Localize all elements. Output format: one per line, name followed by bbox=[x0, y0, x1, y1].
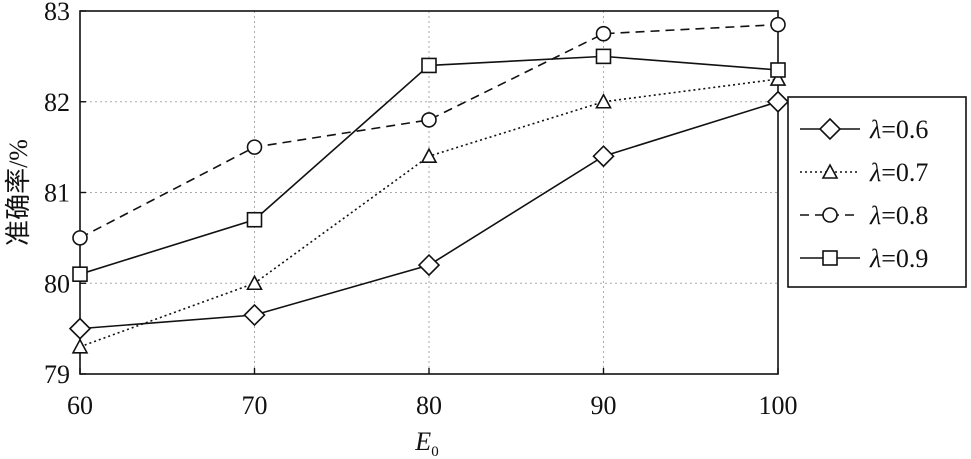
x-tick-label: 70 bbox=[242, 391, 268, 420]
y-tick-label: 79 bbox=[44, 360, 70, 389]
x-tick-label: 60 bbox=[67, 391, 93, 420]
data-point-diamond bbox=[243, 303, 266, 327]
y-tick-label: 81 bbox=[44, 179, 70, 208]
data-point-triangle bbox=[420, 147, 438, 163]
series-diamond bbox=[68, 90, 790, 340]
x-axis-ticks: 60 70 80 90 100 bbox=[67, 368, 798, 420]
y-axis-ticks: 79 80 81 82 83 bbox=[44, 0, 86, 389]
legend-value: =0.8 bbox=[881, 201, 928, 230]
y-tick-label: 82 bbox=[44, 88, 70, 117]
data-point-diamond bbox=[766, 90, 790, 113]
data-point-circle bbox=[595, 25, 612, 42]
legend-label: λ=0.6 bbox=[869, 115, 928, 144]
data-point-square bbox=[421, 57, 437, 74]
data-point-square bbox=[595, 48, 612, 65]
x-tick-label: 100 bbox=[759, 391, 798, 420]
x-axis-label-main: E bbox=[414, 427, 431, 456]
data-point-triangle bbox=[246, 274, 263, 291]
legend-value: =0.7 bbox=[881, 158, 928, 187]
data-point-diamond bbox=[417, 253, 441, 277]
legend-label: λ=0.8 bbox=[869, 201, 928, 230]
data-point-circle bbox=[770, 16, 786, 33]
data-point-square bbox=[246, 211, 263, 228]
series-line bbox=[79, 100, 779, 330]
legend-symbol: λ bbox=[869, 201, 881, 230]
y-axis-label: 准确率/% bbox=[4, 139, 33, 246]
legend: λ=0.6λ=0.7λ=0.8λ=0.9 bbox=[787, 96, 967, 288]
legend-marker-diamond bbox=[818, 117, 842, 141]
data-point-triangle bbox=[595, 93, 612, 109]
legend-symbol: λ bbox=[869, 115, 881, 144]
legend-symbol: λ bbox=[869, 158, 881, 187]
data-point-triangle bbox=[71, 338, 89, 354]
data-point-square bbox=[72, 266, 88, 282]
legend-items: λ=0.6λ=0.7λ=0.8λ=0.9 bbox=[800, 115, 928, 273]
legend-item: λ=0.6 bbox=[800, 115, 928, 144]
y-tick-label: 80 bbox=[44, 269, 70, 298]
data-point-circle bbox=[421, 112, 437, 128]
legend-label: λ=0.9 bbox=[869, 244, 928, 273]
legend-value: =0.9 bbox=[881, 244, 928, 273]
legend-marker-circle bbox=[822, 207, 838, 223]
x-axis-label-subscript: 0 bbox=[431, 444, 439, 459]
y-tick-label: 83 bbox=[44, 0, 70, 26]
legend-item: λ=0.7 bbox=[800, 158, 928, 187]
data-point-diamond bbox=[592, 145, 615, 168]
legend-item: λ=0.9 bbox=[800, 244, 928, 273]
legend-marker-square bbox=[822, 250, 838, 266]
data-point-triangle bbox=[769, 70, 787, 86]
series-lines bbox=[68, 16, 790, 354]
series-triangle bbox=[71, 70, 787, 354]
legend-value: =0.6 bbox=[881, 115, 928, 144]
data-point-square bbox=[770, 62, 786, 78]
legend-item: λ=0.8 bbox=[800, 201, 928, 230]
series-square bbox=[72, 48, 786, 282]
legend-marker-triangle bbox=[821, 163, 839, 179]
series-circle bbox=[72, 16, 786, 246]
legend-symbol: λ bbox=[869, 244, 881, 273]
x-axis-label: E0 bbox=[414, 427, 438, 459]
data-point-circle bbox=[246, 139, 263, 155]
x-tick-label: 80 bbox=[416, 391, 442, 420]
data-point-diamond bbox=[68, 317, 92, 340]
legend-label: λ=0.7 bbox=[869, 158, 928, 187]
data-point-circle bbox=[72, 230, 88, 246]
x-tick-label: 90 bbox=[591, 391, 617, 420]
